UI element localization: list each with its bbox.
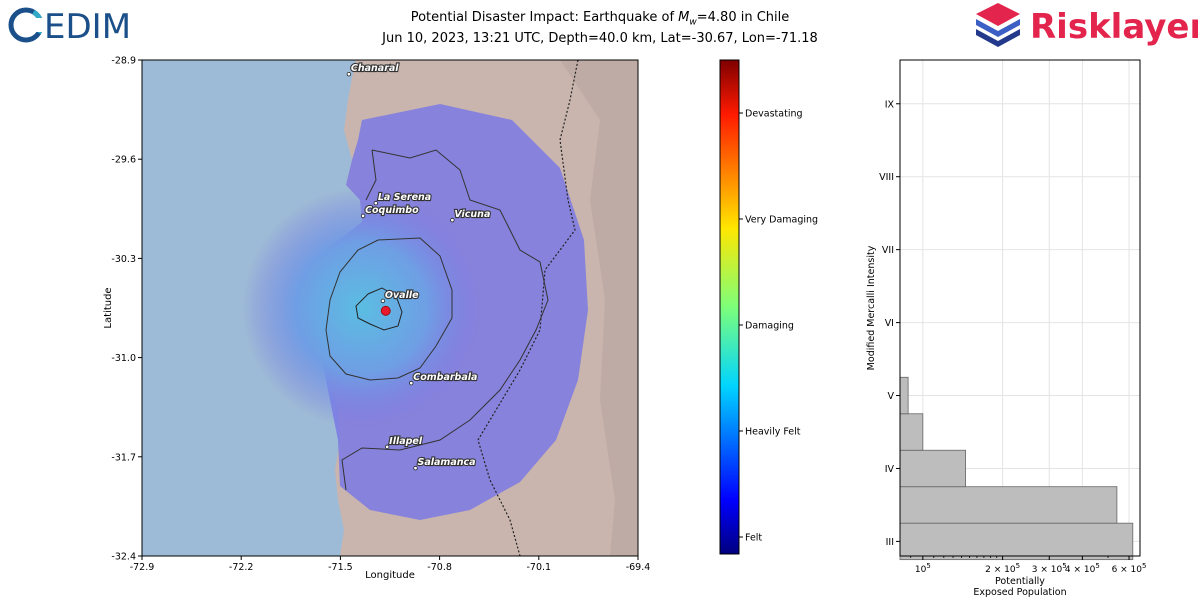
title-line-1: Potential Disaster Impact: Earthquake of…: [330, 10, 870, 31]
map-x-label: Longitude: [365, 570, 415, 581]
risklayer-layers-icon: [976, 3, 1020, 47]
colorbar-label: Devastating: [745, 109, 803, 120]
title-magnitude-subscript: w: [689, 17, 697, 28]
map-x-tick-label: -70.1: [527, 562, 552, 573]
city-marker: [413, 465, 418, 471]
bar-x-tick-label: 3 × 105: [1032, 562, 1067, 575]
bar-y-axis: III IV V VI VII VIII IX: [879, 99, 900, 548]
city-label: Chanaral: [351, 63, 399, 74]
bar-y-tick-label: VIII: [879, 172, 894, 183]
bar-y-tick-label: IV: [885, 464, 895, 475]
city-marker: [360, 213, 366, 219]
map-y-tick-label: -31.0: [111, 353, 136, 364]
colorbar-label: Heavily Felt: [745, 427, 801, 438]
bar-x-tick-label: 105: [915, 562, 931, 575]
chart-title: Potential Disaster Impact: Earthquake of…: [330, 10, 870, 47]
map-x-tick-label: -69.4: [626, 562, 651, 573]
felt-contour: [355, 287, 403, 331]
title-magnitude-symbol: M: [678, 10, 690, 25]
terrain-shading: [560, 60, 638, 556]
map-x-axis: -72.9 -72.2 -71.5 -70.8 -70.1 -69.4: [130, 556, 651, 573]
risklayer-logo: Risklayer: [976, 3, 1198, 47]
map-panel: -28.9-29.6-30.3-31.0-31.7-32.4 -72.9 -72.…: [103, 56, 651, 582]
risklayer-logo-text: Risklayer: [1030, 7, 1198, 47]
city-label: Illapel: [389, 436, 423, 447]
city-marker: [450, 217, 455, 223]
map-y-tick-label: -32.4: [111, 552, 136, 563]
map-x-tick-label: -70.8: [427, 562, 452, 573]
map-y-tick-label: -30.3: [111, 254, 136, 265]
map-x-tick-label: -72.9: [130, 562, 155, 573]
city-label: Vicuna: [454, 209, 490, 220]
bar-x-tick-label: 2 × 105: [985, 562, 1020, 575]
city-marker: [346, 71, 352, 77]
map-x-tick-label: -71.5: [328, 562, 353, 573]
cedim-logo: EDIM: [8, 7, 131, 46]
map-y-axis: -28.9 -29.6 -30.3 -31.0 -31.7 -32.4: [111, 56, 142, 563]
city-label: Ovalle: [385, 290, 419, 301]
city-layer: Chanaral La Serena Coquimbo Vicuna Ovalle Com…: [346, 62, 491, 471]
epicenter-marker: [380, 305, 391, 316]
bar-y-tick-label: III: [886, 537, 894, 548]
bar-frame: [899, 59, 1141, 557]
city-label: Salamanca: [418, 457, 476, 468]
mmi-bar: [899, 413, 924, 451]
cedim-ring-icon: [8, 7, 46, 43]
mmi-bar: [899, 376, 909, 415]
admin-boundary-inner: [325, 237, 453, 381]
bar-y-tick-label: VI: [885, 318, 894, 329]
mmi-bar: [899, 449, 966, 488]
city-marker: [384, 444, 390, 450]
bar-y-tick-label: IX: [885, 99, 895, 110]
colorbar-panel: Devastating Very Damaging Damaging Heavily …: [719, 59, 818, 555]
bar-x-tick-label: 6 × 105: [1112, 562, 1147, 575]
title-line-2: Jun 10, 2023, 13:21 UTC, Depth=40.0 km, …: [382, 30, 818, 46]
mmi-bar: [899, 522, 1134, 561]
map-frame: [141, 59, 639, 557]
bars: [899, 376, 1134, 561]
strong-shaking-zone: [242, 188, 482, 428]
map-y-tick-label: -31.7: [111, 452, 136, 463]
admin-boundary: [341, 149, 549, 491]
city-label: Combarbala: [413, 372, 477, 383]
bar-y-tick-label: VII: [882, 245, 894, 256]
map-x-tick-label: -72.2: [229, 562, 254, 573]
city-marker: [409, 380, 414, 386]
title-prefix: Potential Disaster Impact: Earthquake of: [410, 10, 679, 25]
city-marker: [373, 200, 379, 206]
map-y-tick-label: -29.6: [111, 155, 136, 166]
colorbar-label: Felt: [745, 533, 762, 544]
city-marker: [380, 298, 386, 304]
colorbar-label: Damaging: [745, 321, 794, 332]
bar-y-label: Modified Mercalli Intensity: [866, 245, 877, 370]
city-label: La Serena: [378, 192, 431, 203]
bar-x-label: Potentially Exposed Population: [973, 576, 1066, 598]
map-y-label: Latitude: [103, 287, 114, 328]
colorbar-labels: Devastating Very Damaging Damaging Heavily …: [739, 109, 818, 544]
colorbar-label: Very Damaging: [745, 215, 818, 226]
city-label: Coquimbo: [365, 205, 419, 216]
title-suffix: =4.80 in Chile: [696, 10, 790, 25]
colorbar-gradient: [719, 59, 740, 555]
map-y-tick-label: -28.9: [111, 56, 136, 67]
bar-x-tick-label: 4 × 105: [1065, 562, 1100, 575]
bar-y-tick-label: V: [888, 391, 895, 402]
cedim-logo-text: EDIM: [44, 7, 131, 46]
mmi-bar: [899, 486, 1118, 524]
